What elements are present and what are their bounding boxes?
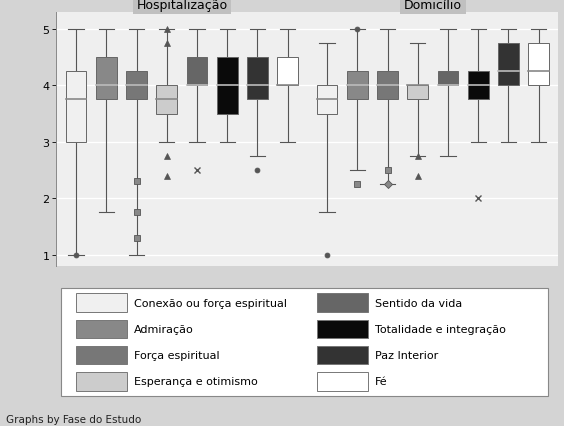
- FancyBboxPatch shape: [77, 320, 127, 338]
- Text: Conexão ou força espiritual: Conexão ou força espiritual: [134, 298, 287, 308]
- Text: Totalidade e integração: Totalidade e integração: [375, 324, 506, 334]
- Text: Paz Interior: Paz Interior: [375, 350, 438, 360]
- FancyBboxPatch shape: [318, 372, 368, 391]
- Text: Sentido da vida: Sentido da vida: [375, 298, 462, 308]
- FancyBboxPatch shape: [318, 294, 368, 312]
- Bar: [317, 86, 337, 114]
- Bar: [377, 72, 398, 100]
- Bar: [126, 72, 147, 100]
- Title: Hospitalização: Hospitalização: [136, 0, 227, 12]
- Bar: [528, 44, 549, 86]
- Bar: [156, 86, 177, 114]
- Bar: [66, 72, 86, 142]
- FancyBboxPatch shape: [77, 294, 127, 312]
- Text: Admiração: Admiração: [134, 324, 194, 334]
- Bar: [438, 72, 459, 86]
- Bar: [217, 58, 237, 114]
- Bar: [247, 58, 268, 100]
- FancyBboxPatch shape: [318, 320, 368, 338]
- FancyBboxPatch shape: [77, 372, 127, 391]
- Text: Fé: Fé: [375, 377, 388, 386]
- Bar: [187, 58, 208, 86]
- Bar: [468, 72, 488, 100]
- Text: Graphs by Fase do Estudo: Graphs by Fase do Estudo: [6, 414, 141, 424]
- Bar: [498, 44, 519, 86]
- Bar: [407, 86, 428, 100]
- FancyBboxPatch shape: [61, 288, 548, 396]
- FancyBboxPatch shape: [77, 346, 127, 365]
- Title: Domicílio: Domicílio: [404, 0, 462, 12]
- Text: Força espiritual: Força espiritual: [134, 350, 220, 360]
- Bar: [347, 72, 368, 100]
- Text: Esperança e otimismo: Esperança e otimismo: [134, 377, 258, 386]
- FancyBboxPatch shape: [318, 346, 368, 365]
- Bar: [96, 58, 117, 100]
- Bar: [277, 58, 298, 86]
